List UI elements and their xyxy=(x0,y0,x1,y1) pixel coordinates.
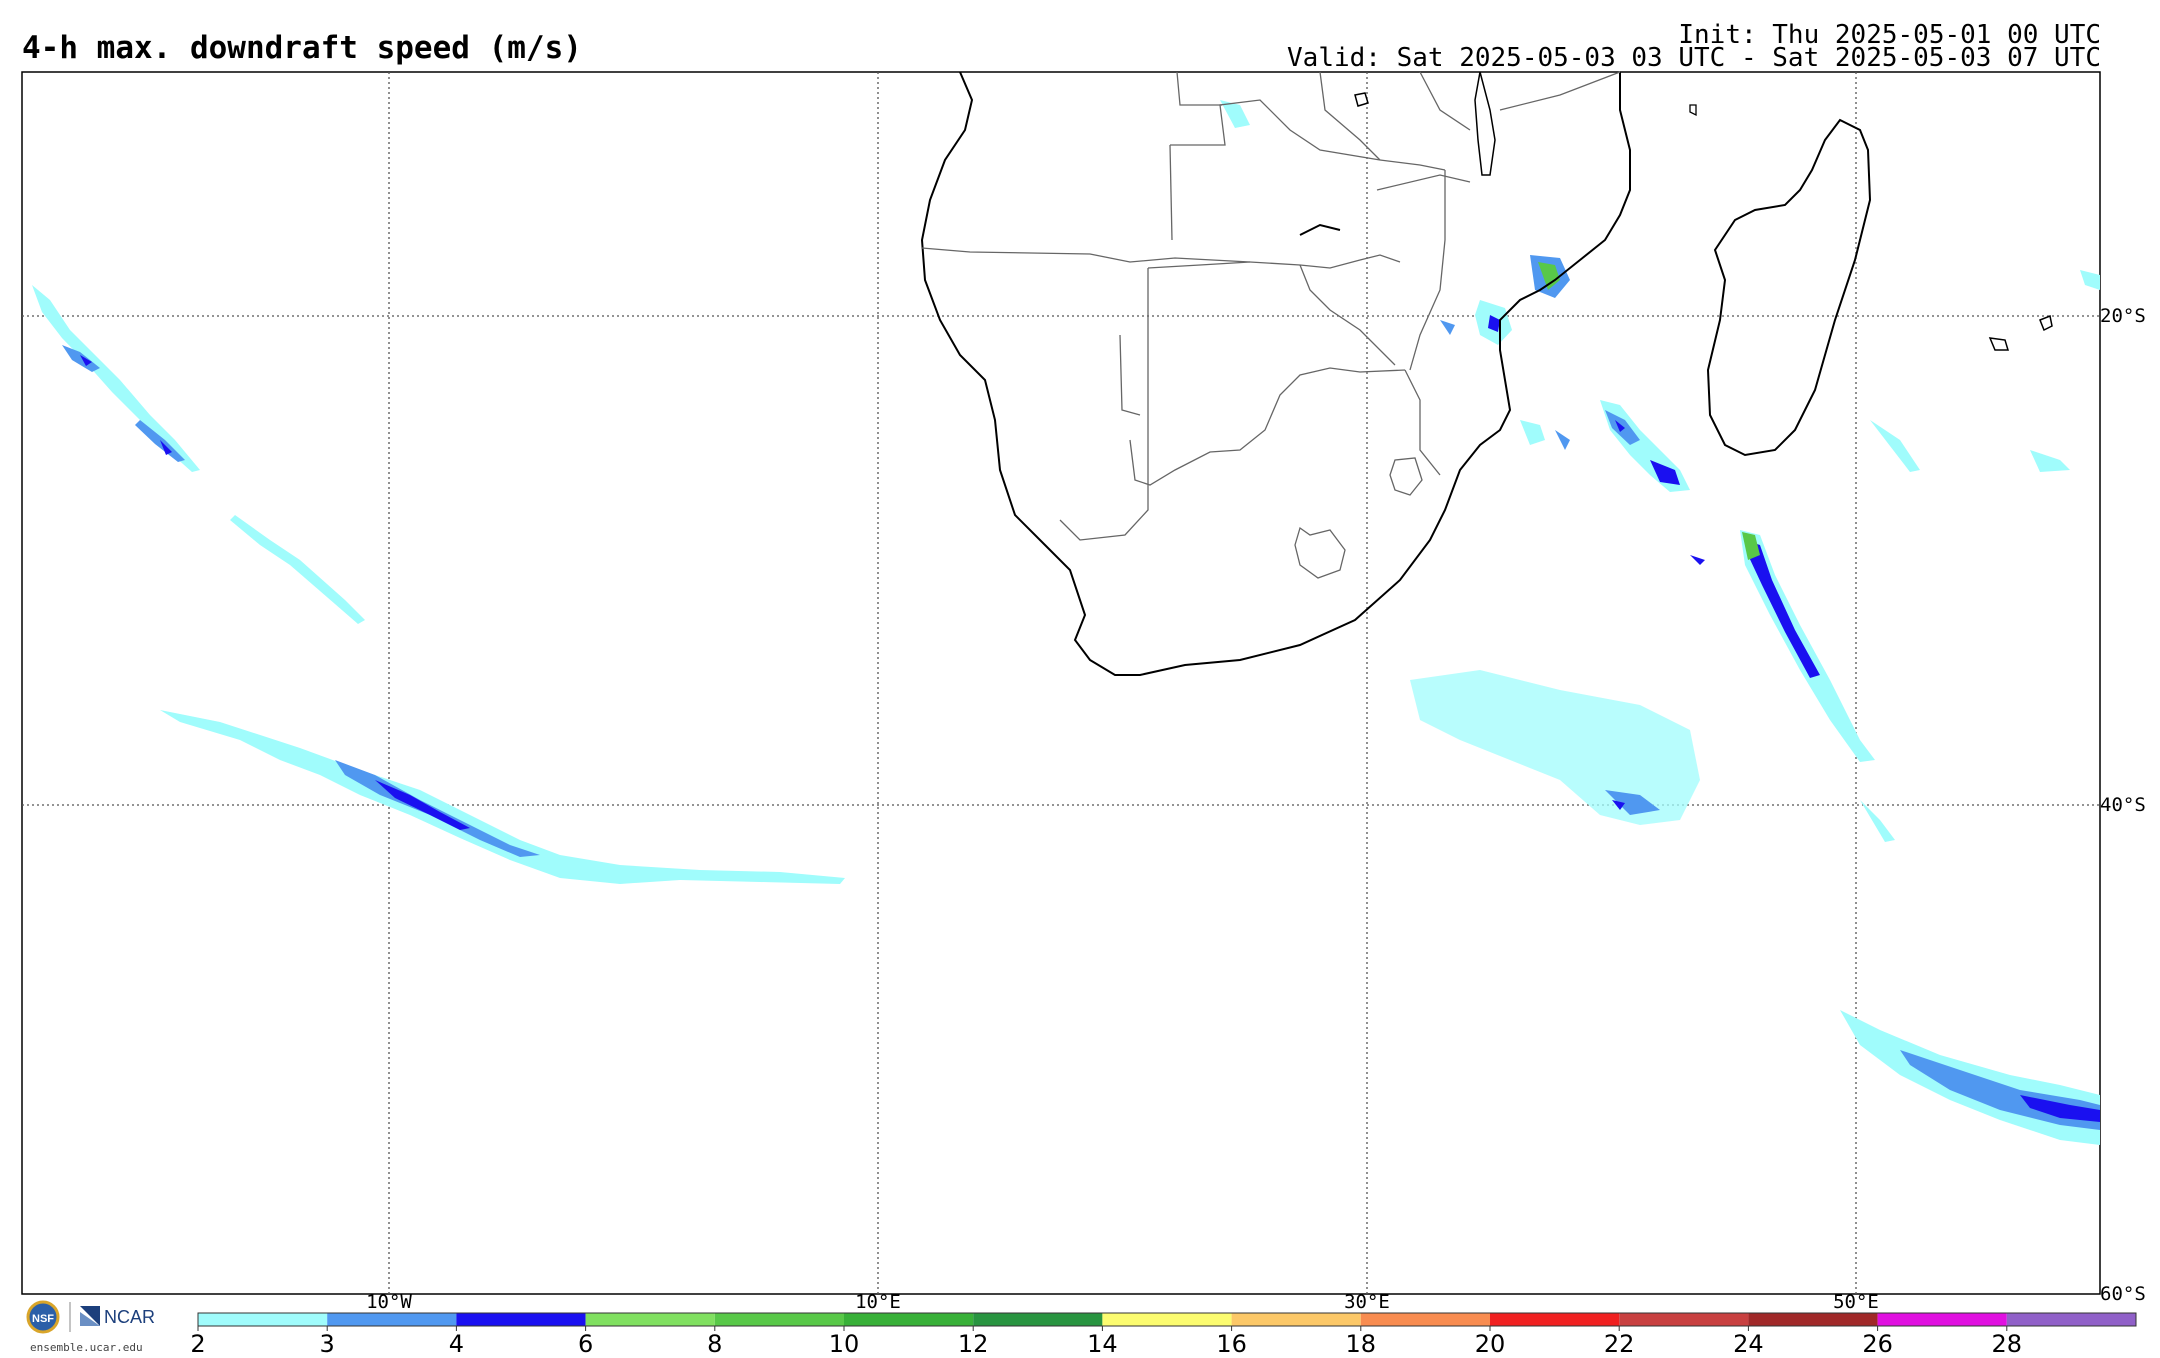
colorbar-swatch xyxy=(327,1313,457,1326)
colorbar-tick-label: 2 xyxy=(190,1330,206,1358)
valid-time: Valid: Sat 2025-05-03 03 UTC - Sat 2025-… xyxy=(1287,43,2101,73)
map-title: 4-h max. downdraft speed (m/s) xyxy=(22,30,582,66)
lon-label-50e: 50°E xyxy=(1833,1291,1879,1313)
colorbar-tick-label: 18 xyxy=(1345,1330,1377,1358)
colorbar-tick-label: 12 xyxy=(957,1330,989,1358)
colorbar-swatch xyxy=(1102,1313,1232,1326)
lon-label-10e: 10°E xyxy=(855,1291,901,1313)
colorbar-tick-label: 3 xyxy=(319,1330,335,1358)
init-time: Init: Thu 2025-05-01 00 UTC xyxy=(1678,20,2101,50)
colorbar-tick-label: 28 xyxy=(1991,1330,2023,1358)
colorbar-swatch xyxy=(198,1313,328,1326)
map-frame xyxy=(21,71,2101,1295)
colorbar-swatch xyxy=(2006,1313,2136,1326)
colorbar-tick-label: 4 xyxy=(448,1330,465,1358)
lon-label-10w: 10°W xyxy=(366,1291,412,1313)
colorbar-frame xyxy=(197,1312,2137,1327)
coastlines xyxy=(920,71,2053,676)
colorbar-swatch xyxy=(1490,1313,1620,1326)
colorbar xyxy=(197,1312,2137,1331)
colorbar-tick-label: 14 xyxy=(1087,1330,1118,1358)
colorbar-swatch xyxy=(585,1313,715,1326)
country-borders xyxy=(921,71,1621,579)
site-url: ensemble.ucar.edu xyxy=(30,1341,143,1354)
ncar-logo-text: NCAR xyxy=(104,1307,156,1327)
colorbar-tick-label: 26 xyxy=(1862,1330,1893,1358)
colorbar-swatch xyxy=(456,1313,586,1326)
colorbar-tick-label: 8 xyxy=(707,1330,723,1358)
colorbar-swatch xyxy=(1748,1313,1878,1326)
lat-label-20s: 20°S xyxy=(2100,305,2146,327)
lon-label-30e: 30°E xyxy=(1344,1291,1390,1313)
colorbar-tick-label: 22 xyxy=(1603,1330,1635,1358)
colorbar-tick-label: 16 xyxy=(1216,1330,1247,1358)
downdraft-field xyxy=(32,100,2100,1145)
lat-label-40s: 40°S xyxy=(2100,794,2146,816)
colorbar-swatch xyxy=(844,1313,974,1326)
colorbar-tick-label: 24 xyxy=(1733,1330,1764,1358)
colorbar-tick-label: 6 xyxy=(577,1330,594,1358)
colorbar-tick-label: 20 xyxy=(1474,1330,1506,1358)
colorbar-swatch xyxy=(973,1313,1103,1326)
colorbar-swatch xyxy=(1231,1313,1361,1326)
colorbar-swatch xyxy=(1877,1313,2007,1326)
lat-label-60s: 60°S xyxy=(2100,1283,2146,1305)
nsf-logo: NSF xyxy=(26,1300,100,1334)
svg-text:NSF: NSF xyxy=(32,1313,54,1325)
colorbar-tick-label: 10 xyxy=(828,1330,860,1358)
graticule xyxy=(22,72,2100,1294)
colorbar-swatch xyxy=(714,1313,844,1326)
colorbar-swatch xyxy=(1360,1313,1490,1326)
colorbar-swatch xyxy=(1619,1313,1749,1326)
